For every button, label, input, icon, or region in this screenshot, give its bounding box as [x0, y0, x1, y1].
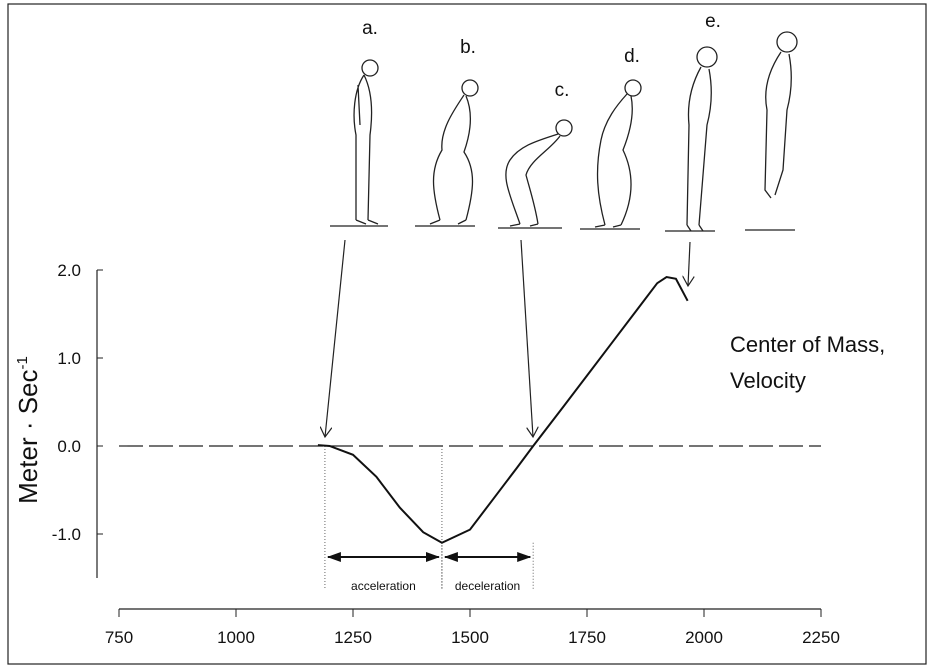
phase-label: acceleration — [351, 579, 416, 593]
x-tick-label: 1750 — [568, 628, 606, 647]
figure-label: a. — [362, 18, 378, 39]
velocity-line — [318, 277, 688, 543]
x-tick-label: 750 — [105, 628, 133, 647]
y-tick-label: -1.0 — [52, 525, 81, 544]
y-axis-label: Meter · Sec-1 — [13, 356, 43, 504]
y-axis-label-text: Meter · Sec — [13, 369, 43, 503]
x-tick-label: 2250 — [802, 628, 840, 647]
page: Meter · Sec-1 2.0 1.0 0.0 -1.0 750 1000 1250 15… — [0, 0, 933, 671]
phase-label: deceleration — [455, 579, 520, 593]
x-tick-label: 1500 — [451, 628, 489, 647]
x-tick-label: 1250 — [334, 628, 372, 647]
y-tick-label: 2.0 — [57, 261, 81, 280]
figure-label: e. — [705, 11, 721, 32]
x-tick-label: 1000 — [217, 628, 255, 647]
y-tick-label: 1.0 — [57, 349, 81, 368]
figures — [330, 32, 797, 231]
x-tick-label: 2000 — [685, 628, 723, 647]
pointer-arrows — [325, 240, 690, 437]
chart: Meter · Sec-1 2.0 1.0 0.0 -1.0 750 1000 1250 15… — [0, 0, 933, 666]
annotation: Velocity — [730, 368, 806, 393]
y-tick-label: 0.0 — [57, 437, 81, 456]
figure-label: c. — [555, 80, 570, 101]
figure-label: b. — [460, 37, 476, 58]
figure-label: d. — [624, 46, 640, 67]
annotation: Center of Mass, — [730, 332, 885, 357]
y-axis-label-exponent: -1 — [14, 356, 31, 369]
